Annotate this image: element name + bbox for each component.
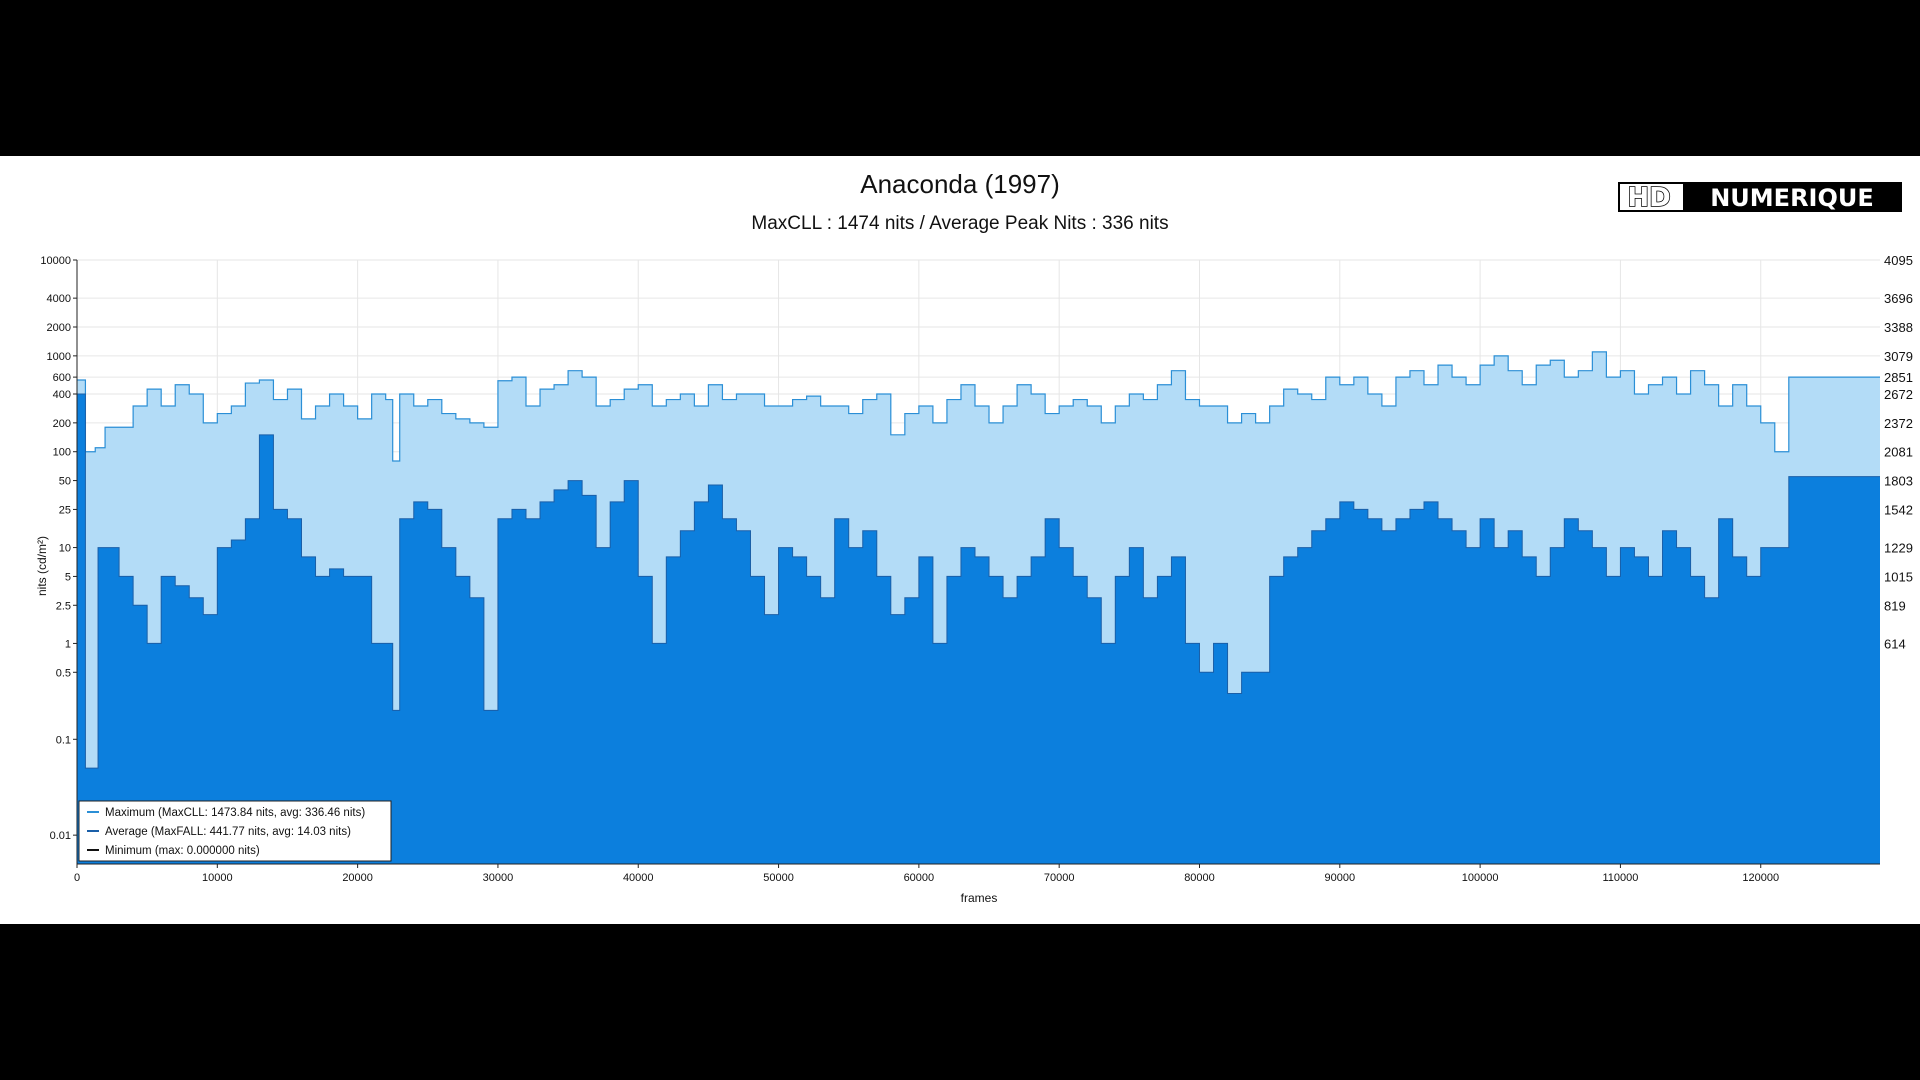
- y-tick-label: 5: [65, 571, 71, 583]
- y-tick-label: 0.1: [56, 734, 71, 746]
- x-tick-label: 0: [74, 872, 80, 884]
- chart-title: Anaconda (1997): [860, 169, 1060, 199]
- x-tick-label: 120000: [1742, 872, 1779, 884]
- y2-tick-label: 4095: [1884, 253, 1913, 268]
- y-tick-label: 100: [53, 447, 71, 459]
- y2-tick-label: 819: [1884, 598, 1906, 613]
- y-tick-label: 2.5: [56, 600, 71, 612]
- chart-subtitle: MaxCLL : 1474 nits / Average Peak Nits :…: [751, 213, 1169, 234]
- y-tick-label: 25: [59, 504, 71, 516]
- x-tick-label: 90000: [1325, 872, 1356, 884]
- x-tick-label: 30000: [483, 872, 514, 884]
- y2-tick-label: 2672: [1884, 387, 1913, 402]
- y-tick-label: 400: [53, 389, 71, 401]
- legend-minimum: Minimum (max: 0.000000 nits): [105, 845, 260, 857]
- y2-tick-label: 3696: [1884, 291, 1913, 306]
- logo-text-numerique: NUMERIQUE: [1710, 184, 1874, 212]
- x-tick-label: 20000: [342, 872, 373, 884]
- y-tick-label: 600: [53, 372, 71, 384]
- y-tick-label: 2000: [47, 322, 71, 334]
- y2-tick-label: 1803: [1884, 474, 1913, 489]
- y-tick-label: 4000: [47, 293, 71, 305]
- y2-tick-label: 2851: [1884, 370, 1913, 385]
- plot-area: 1000040002000100060040020010050251052.51…: [35, 253, 1913, 905]
- x-tick-label: 10000: [202, 872, 233, 884]
- y2-tick-label: 3079: [1884, 349, 1913, 364]
- x-tick-label: 50000: [763, 872, 794, 884]
- y2-tick-label: 1542: [1884, 502, 1913, 517]
- logo-text-hd: HD: [1627, 183, 1670, 213]
- y-tick-label: 0.01: [50, 830, 71, 842]
- y-tick-label: 10000: [40, 255, 71, 267]
- legend: Maximum (MaxCLL: 1473.84 nits, avg: 336.…: [78, 800, 392, 862]
- y2-tick-label: 3388: [1884, 320, 1913, 335]
- y-axis-label: nits (cd/m²): [35, 536, 49, 596]
- chart-panel: Anaconda (1997) MaxCLL : 1474 nits / Ave…: [0, 156, 1920, 924]
- x-tick-label: 110000: [1602, 872, 1638, 884]
- y-tick-label: 50: [59, 476, 71, 488]
- y2-tick-label: 1229: [1884, 541, 1913, 556]
- x-tick-label: 40000: [623, 872, 654, 884]
- x-tick-label: 100000: [1462, 872, 1499, 884]
- legend-maximum: Maximum (MaxCLL: 1473.84 nits, avg: 336.…: [105, 807, 365, 819]
- series-maximum-line: [77, 351, 1880, 462]
- x-tick-label: 60000: [904, 872, 935, 884]
- y-tick-label: 0.5: [56, 667, 71, 679]
- y-tick-label: 10: [59, 543, 71, 555]
- legend-average: Average (MaxFALL: 441.77 nits, avg: 14.0…: [105, 826, 351, 838]
- y-tick-label: 1000: [47, 351, 71, 363]
- series-average-line: [77, 393, 1880, 769]
- y2-tick-label: 2081: [1884, 445, 1913, 460]
- y2-tick-label: 2372: [1884, 416, 1913, 431]
- x-tick-label: 80000: [1184, 872, 1215, 884]
- x-tick-label: 70000: [1044, 872, 1075, 884]
- y-tick-label: 1: [65, 638, 71, 650]
- y2-tick-label: 614: [1884, 636, 1906, 651]
- y-tick-label: 200: [53, 418, 71, 430]
- brand-logo: HD NUMERIQUE: [1617, 180, 1903, 214]
- y2-tick-label: 1015: [1884, 569, 1913, 584]
- series-average-area: [77, 394, 1880, 864]
- x-axis-label: frames: [961, 891, 998, 905]
